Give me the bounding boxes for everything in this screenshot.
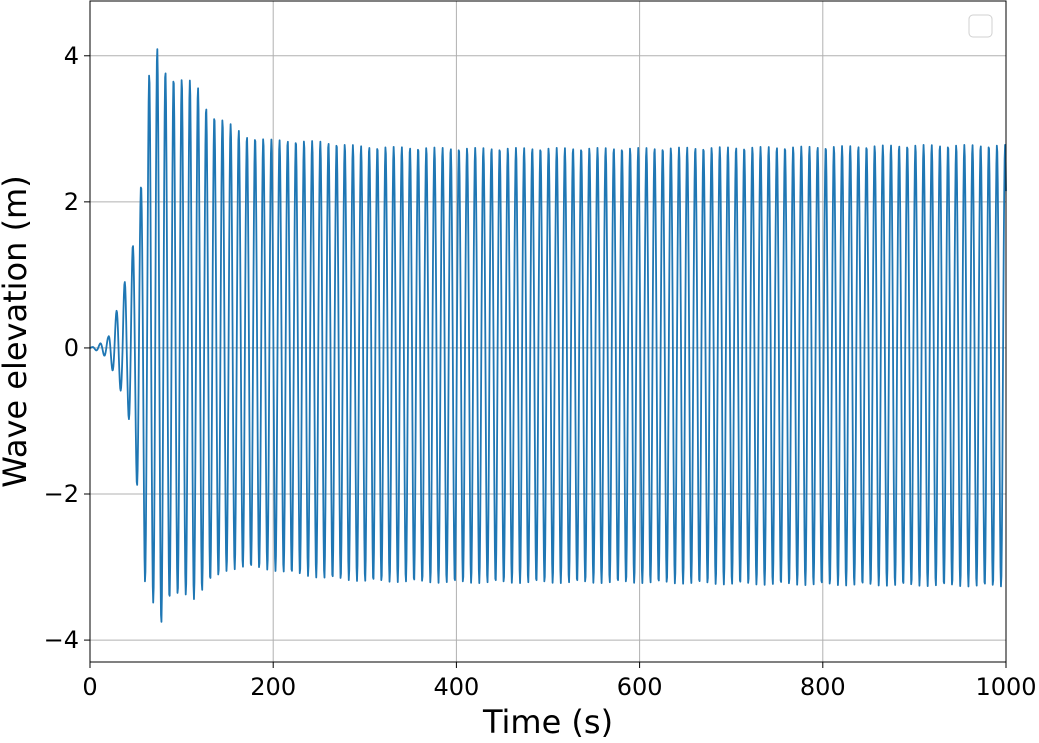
axis-ticks: 0 200 400 600 800 1000 −4 −2 0 2 4 bbox=[44, 42, 1037, 701]
x-tick-label: 600 bbox=[617, 673, 663, 701]
x-tick-label: 800 bbox=[800, 673, 846, 701]
y-tick-label: −2 bbox=[44, 480, 79, 508]
x-axis-title: Time (s) bbox=[482, 703, 613, 738]
x-tick-label: 1000 bbox=[975, 673, 1036, 701]
legend-box bbox=[968, 14, 993, 38]
plot-frame bbox=[89, 0, 1007, 663]
y-tick-label: 2 bbox=[64, 188, 79, 216]
x-tick-label: 400 bbox=[433, 673, 479, 701]
series-line bbox=[89, 48, 1007, 623]
y-axis-title: Wave elevation (m) bbox=[0, 175, 34, 487]
series-layer bbox=[89, 48, 1007, 623]
x-tick-label: 200 bbox=[250, 673, 296, 701]
y-tick-label: 4 bbox=[64, 42, 79, 70]
y-tick-label: 0 bbox=[64, 334, 79, 362]
x-tick-label: 0 bbox=[82, 673, 97, 701]
axis-labels: Time (s) Wave elevation (m) bbox=[0, 175, 613, 741]
y-tick-label: −4 bbox=[44, 626, 79, 654]
